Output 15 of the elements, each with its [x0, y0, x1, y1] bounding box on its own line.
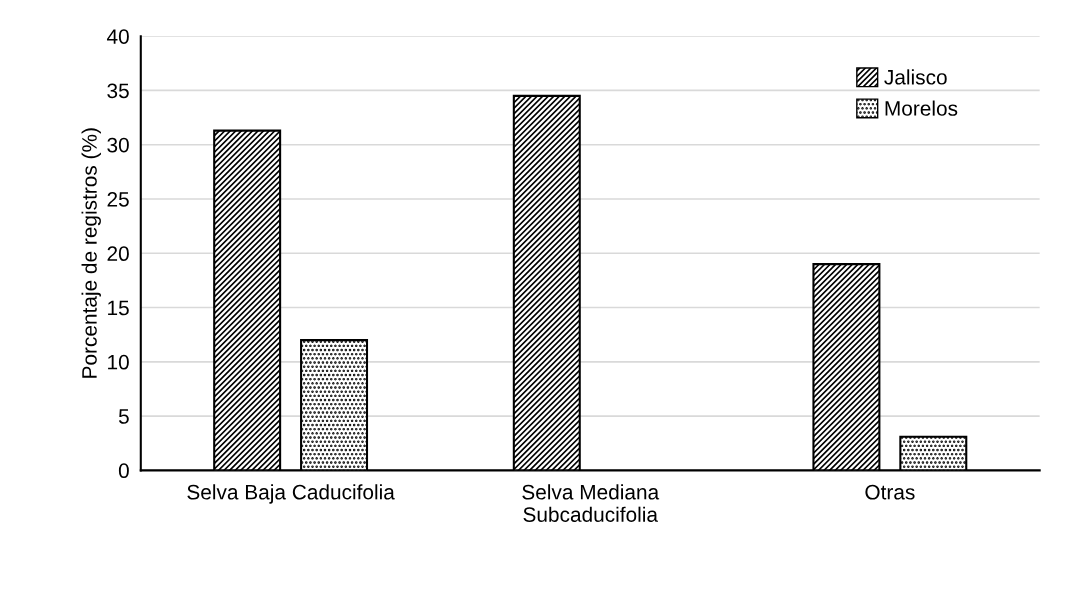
legend-label: Morelos: [885, 100, 958, 116]
y-tick-label: 15: [108, 300, 129, 316]
y-tick-label: 30: [107, 137, 129, 153]
y-axis-title: Porcentaje de registros (%): [81, 128, 101, 378]
x-tick-label: Selva Baja Caducifolia: [187, 484, 395, 504]
y-tick-label: 25: [107, 191, 129, 207]
legend-label: Jalisco: [884, 69, 947, 85]
x-tick-label: Otras: [865, 484, 915, 500]
y-tick-label: 0: [118, 463, 129, 479]
x-tick-label: Selva Mediana Subcaducifolia: [522, 484, 660, 522]
y-tick-label: 5: [118, 409, 129, 424]
y-tick-label: 20: [107, 246, 129, 262]
y-tick-label: 10: [108, 354, 129, 370]
y-tick-label: 35: [107, 83, 129, 99]
y-tick-label: 40: [106, 29, 129, 44]
